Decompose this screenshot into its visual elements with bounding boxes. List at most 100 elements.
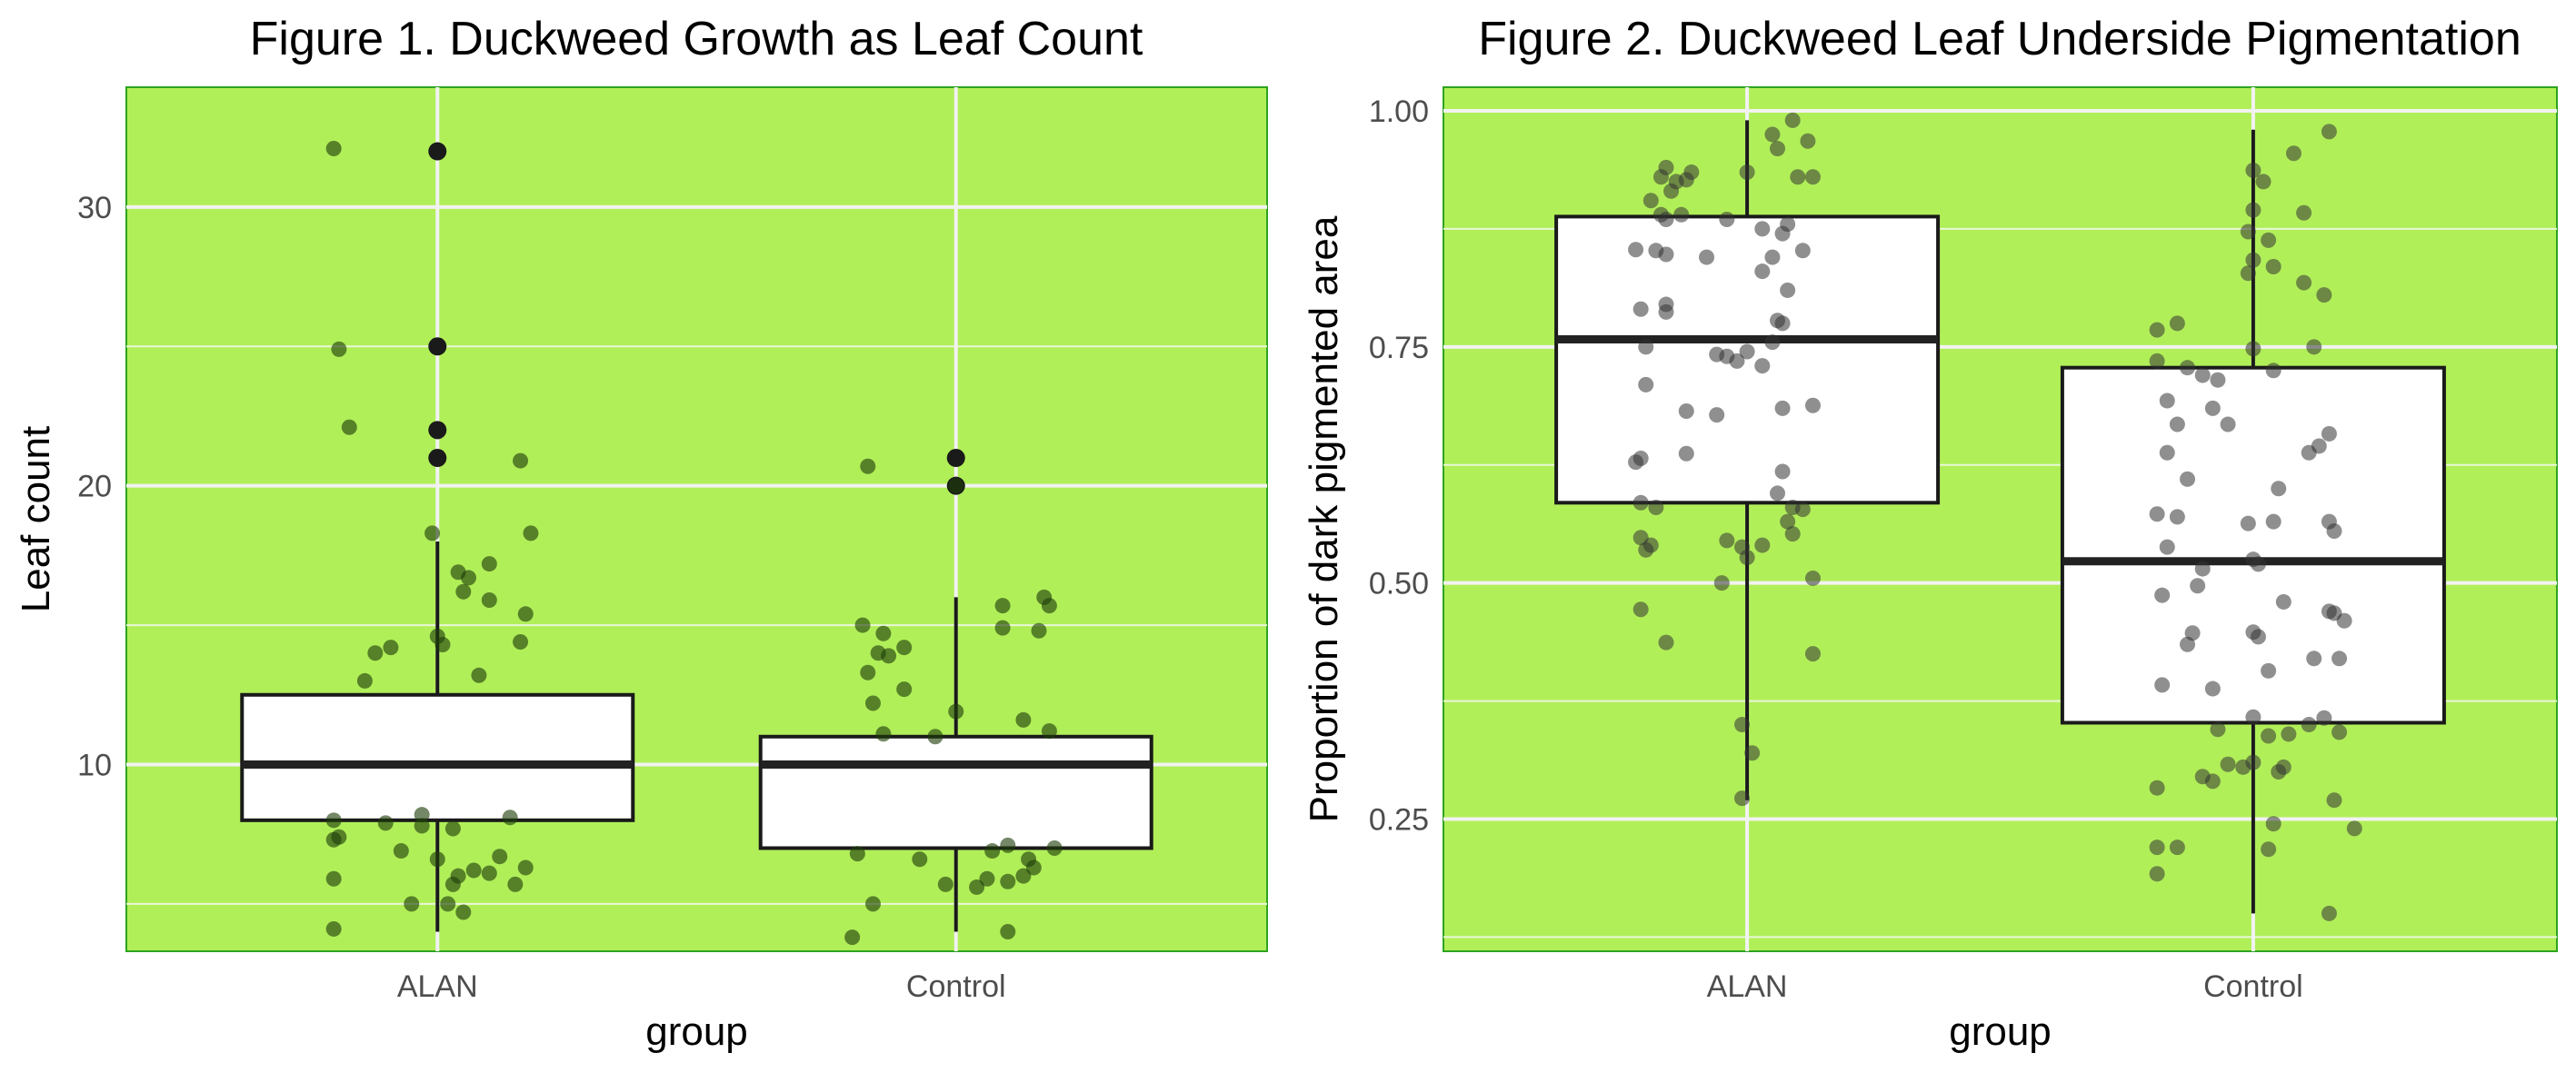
data-point — [2261, 728, 2277, 744]
data-point — [1638, 541, 1654, 558]
data-point — [1804, 646, 1821, 662]
data-point — [994, 598, 1011, 614]
data-point — [492, 849, 508, 865]
data-point — [2240, 515, 2256, 532]
data-point — [875, 625, 892, 641]
data-point — [870, 645, 886, 661]
data-point — [2346, 820, 2362, 837]
data-point — [1739, 164, 1755, 181]
box-iqr — [240, 692, 635, 822]
data-point — [2306, 651, 2322, 667]
data-point — [481, 556, 497, 572]
data-point — [1770, 485, 1785, 502]
data-point — [2331, 651, 2348, 667]
data-point — [2180, 471, 2196, 487]
data-point — [1784, 526, 1801, 542]
data-point — [325, 831, 342, 848]
data-point — [2245, 202, 2261, 218]
data-point — [1770, 141, 1785, 157]
x-tick-label: ALAN — [1707, 969, 1788, 1004]
data-point — [1764, 334, 1781, 351]
data-point — [1638, 376, 1654, 392]
data-point — [1804, 570, 1821, 586]
data-point — [1754, 358, 1771, 374]
data-point — [513, 452, 529, 469]
data-point — [424, 525, 441, 541]
data-point — [440, 896, 456, 912]
data-point — [2326, 792, 2342, 809]
data-point — [2240, 224, 2256, 240]
data-point — [1648, 500, 1664, 516]
x-tick-label: ALAN — [397, 969, 478, 1004]
data-point — [849, 846, 865, 862]
data-point — [517, 606, 534, 622]
boxplot-control — [2060, 129, 2446, 914]
data-point — [455, 904, 472, 920]
data-point — [2321, 124, 2337, 140]
data-point — [860, 458, 876, 474]
y-tick-label: 20 — [77, 470, 112, 504]
data-point — [1678, 402, 1694, 419]
y-axis-title: Leaf count — [14, 426, 58, 613]
data-point — [2245, 341, 2261, 357]
figure-1-chart: Figure 1. Duckweed Growth as Leaf Count 1… — [14, 13, 1268, 1054]
outlier-point — [428, 421, 447, 440]
data-point — [2296, 204, 2312, 221]
data-point — [434, 637, 451, 653]
data-point — [2275, 593, 2291, 610]
data-point — [2281, 726, 2297, 742]
x-axis-title: group — [645, 1009, 748, 1054]
data-point — [325, 920, 342, 937]
data-point — [1663, 183, 1680, 199]
data-point — [1709, 407, 1725, 423]
data-point — [2275, 759, 2291, 775]
data-point — [2204, 681, 2221, 697]
data-point — [341, 419, 357, 435]
data-point — [2285, 145, 2301, 162]
x-tick-label: Control — [906, 969, 1006, 1004]
data-point — [2306, 339, 2322, 355]
boxplot-alan — [1554, 120, 1941, 800]
data-point — [854, 617, 871, 633]
data-point — [2180, 360, 2196, 376]
boxplot-alan — [240, 142, 635, 932]
data-point — [844, 929, 861, 946]
data-point — [1632, 494, 1649, 511]
data-point — [1638, 339, 1654, 355]
data-point — [969, 879, 985, 895]
data-point — [1780, 513, 1796, 530]
box-iqr — [758, 734, 1153, 850]
data-point — [393, 843, 409, 859]
figure-1-panel: Figure 1. Duckweed Growth as Leaf Count 1… — [14, 13, 1268, 1054]
data-point — [1754, 221, 1771, 237]
data-point — [481, 865, 497, 881]
data-point — [1041, 598, 1057, 614]
data-point — [1015, 711, 1032, 728]
y-tick-label: 30 — [77, 191, 112, 225]
data-point — [2149, 840, 2165, 856]
data-point — [2194, 367, 2211, 383]
data-point — [2261, 662, 2277, 679]
data-point — [1031, 622, 1047, 639]
data-point — [896, 681, 913, 698]
data-point — [2159, 539, 2175, 555]
data-point — [2204, 773, 2221, 790]
data-point — [2271, 481, 2287, 497]
data-point — [2190, 578, 2206, 594]
data-point — [2154, 587, 2171, 603]
data-point — [979, 870, 995, 887]
data-point — [1774, 225, 1791, 242]
data-point — [2149, 353, 2165, 369]
data-point — [404, 896, 420, 912]
data-point — [2210, 372, 2226, 388]
data-point — [2316, 287, 2332, 303]
data-point — [1719, 532, 1735, 549]
y-tick-label: 0.25 — [1369, 802, 1429, 837]
data-point — [513, 633, 529, 650]
data-point — [948, 478, 964, 494]
data-point — [1678, 445, 1694, 462]
data-point — [2250, 556, 2266, 572]
data-point — [1739, 550, 1755, 566]
data-point — [2154, 677, 2171, 693]
data-point — [523, 525, 539, 541]
